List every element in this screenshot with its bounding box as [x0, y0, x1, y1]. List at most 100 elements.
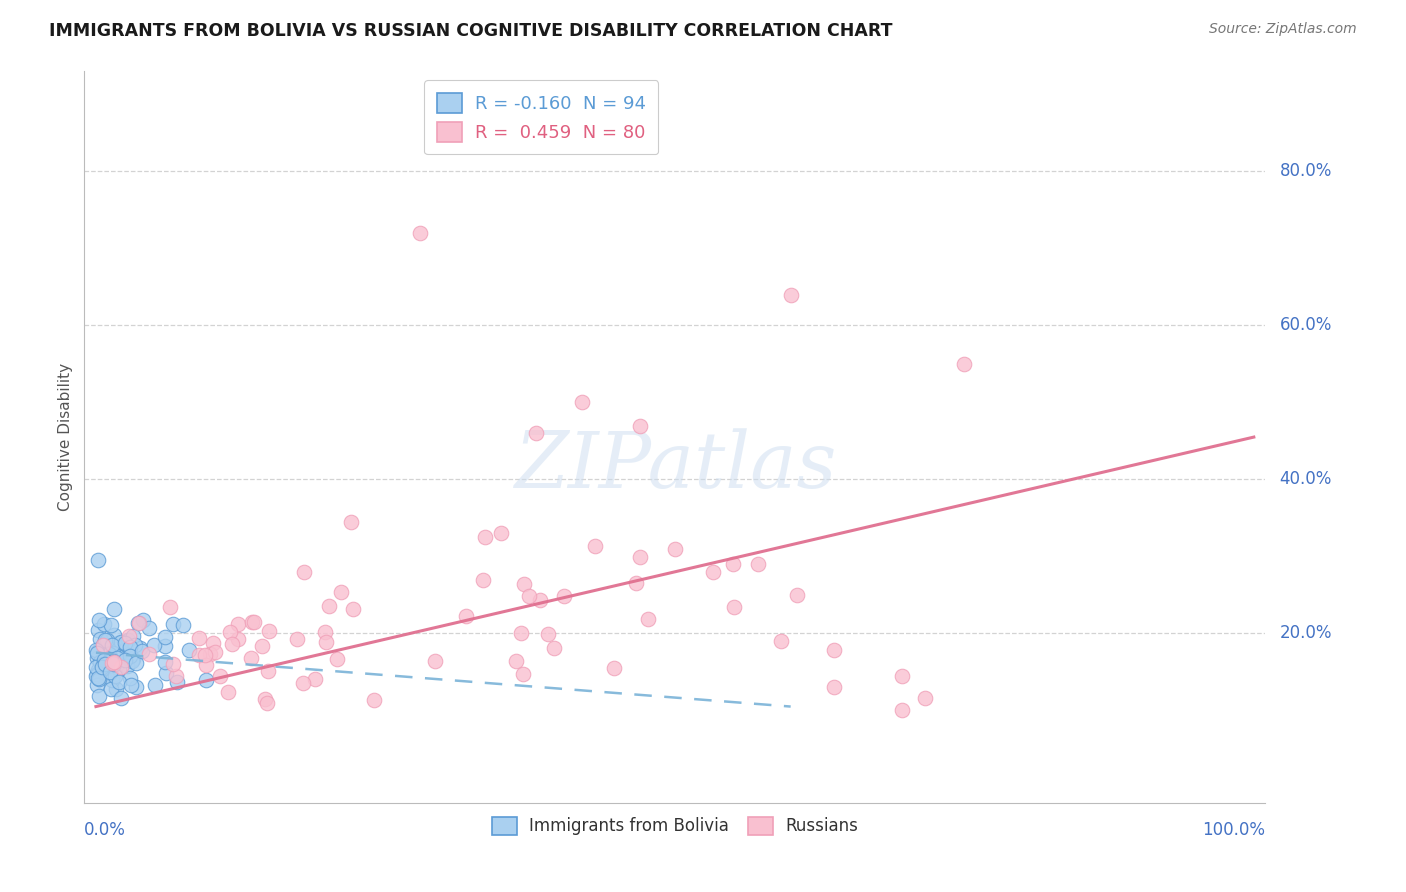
Point	[292, 565, 315, 579]
Point	[100, 681, 122, 696]
Text: 80.0%: 80.0%	[1279, 162, 1331, 180]
Point	[425, 654, 447, 668]
Text: 20.0%: 20.0%	[1279, 624, 1331, 642]
Point	[104, 657, 127, 671]
Point	[256, 664, 278, 678]
Text: ZIPatlas: ZIPatlas	[513, 428, 837, 505]
Point	[101, 673, 124, 688]
Point	[87, 623, 110, 637]
Point	[188, 648, 211, 662]
Point	[86, 646, 108, 660]
Point	[94, 668, 117, 682]
Point	[127, 616, 149, 631]
Text: 40.0%: 40.0%	[1279, 470, 1331, 489]
Point	[94, 653, 117, 667]
Point	[90, 660, 112, 674]
Point	[226, 632, 249, 646]
Point	[823, 681, 845, 695]
Y-axis label: Cognitive Disability: Cognitive Disability	[58, 363, 73, 511]
Point	[110, 660, 132, 674]
Point	[98, 665, 121, 679]
Point	[132, 613, 155, 627]
Point	[474, 530, 496, 544]
Point	[104, 664, 127, 678]
Point	[204, 644, 226, 658]
Point	[155, 630, 177, 644]
Point	[637, 611, 659, 625]
Point	[363, 693, 385, 707]
Point	[94, 632, 117, 647]
Point	[769, 634, 792, 648]
Point	[101, 638, 124, 652]
Point	[114, 653, 136, 667]
Point	[105, 649, 128, 664]
Point	[779, 287, 801, 301]
Point	[456, 609, 478, 624]
Point	[914, 691, 936, 706]
Point	[100, 652, 122, 666]
Point	[155, 665, 177, 680]
Point	[89, 632, 111, 646]
Point	[105, 648, 128, 662]
Point	[117, 629, 139, 643]
Point	[87, 613, 110, 627]
Point	[86, 651, 108, 665]
Point	[291, 675, 314, 690]
Point	[571, 395, 593, 409]
Point	[702, 565, 724, 579]
Point	[103, 655, 125, 669]
Point	[138, 647, 160, 661]
Point	[304, 673, 326, 687]
Point	[240, 615, 263, 630]
Point	[117, 633, 139, 648]
Point	[107, 662, 129, 676]
Point	[101, 656, 124, 670]
Point	[471, 573, 494, 587]
Point	[217, 685, 239, 699]
Point	[103, 602, 125, 616]
Point	[721, 557, 744, 571]
Point	[221, 637, 243, 651]
Point	[128, 616, 150, 631]
Point	[114, 636, 136, 650]
Point	[105, 682, 128, 697]
Point	[626, 575, 648, 590]
Point	[86, 666, 108, 681]
Point	[98, 653, 121, 667]
Point	[96, 656, 118, 670]
Point	[87, 671, 110, 685]
Point	[101, 648, 124, 663]
Point	[103, 668, 125, 682]
Point	[90, 662, 112, 676]
Point	[786, 588, 808, 602]
Point	[120, 678, 142, 692]
Point	[250, 639, 273, 653]
Point	[188, 632, 211, 646]
Point	[512, 666, 534, 681]
Point	[823, 643, 845, 657]
Point	[91, 651, 114, 665]
Point	[953, 357, 976, 371]
Point	[87, 663, 110, 677]
Point	[103, 646, 125, 660]
Point	[628, 550, 651, 565]
Point	[177, 643, 200, 657]
Point	[226, 617, 249, 632]
Point	[314, 624, 336, 639]
Point	[162, 657, 184, 672]
Point	[124, 639, 146, 653]
Point	[891, 669, 914, 683]
Legend: Immigrants from Bolivia, Russians: Immigrants from Bolivia, Russians	[485, 810, 865, 842]
Point	[219, 625, 242, 640]
Point	[342, 601, 364, 615]
Point	[115, 658, 138, 673]
Point	[121, 655, 143, 669]
Point	[517, 589, 540, 603]
Point	[256, 697, 278, 711]
Point	[110, 635, 132, 649]
Point	[122, 651, 145, 665]
Point	[108, 649, 131, 664]
Point	[121, 629, 143, 643]
Point	[105, 657, 128, 671]
Point	[89, 656, 111, 670]
